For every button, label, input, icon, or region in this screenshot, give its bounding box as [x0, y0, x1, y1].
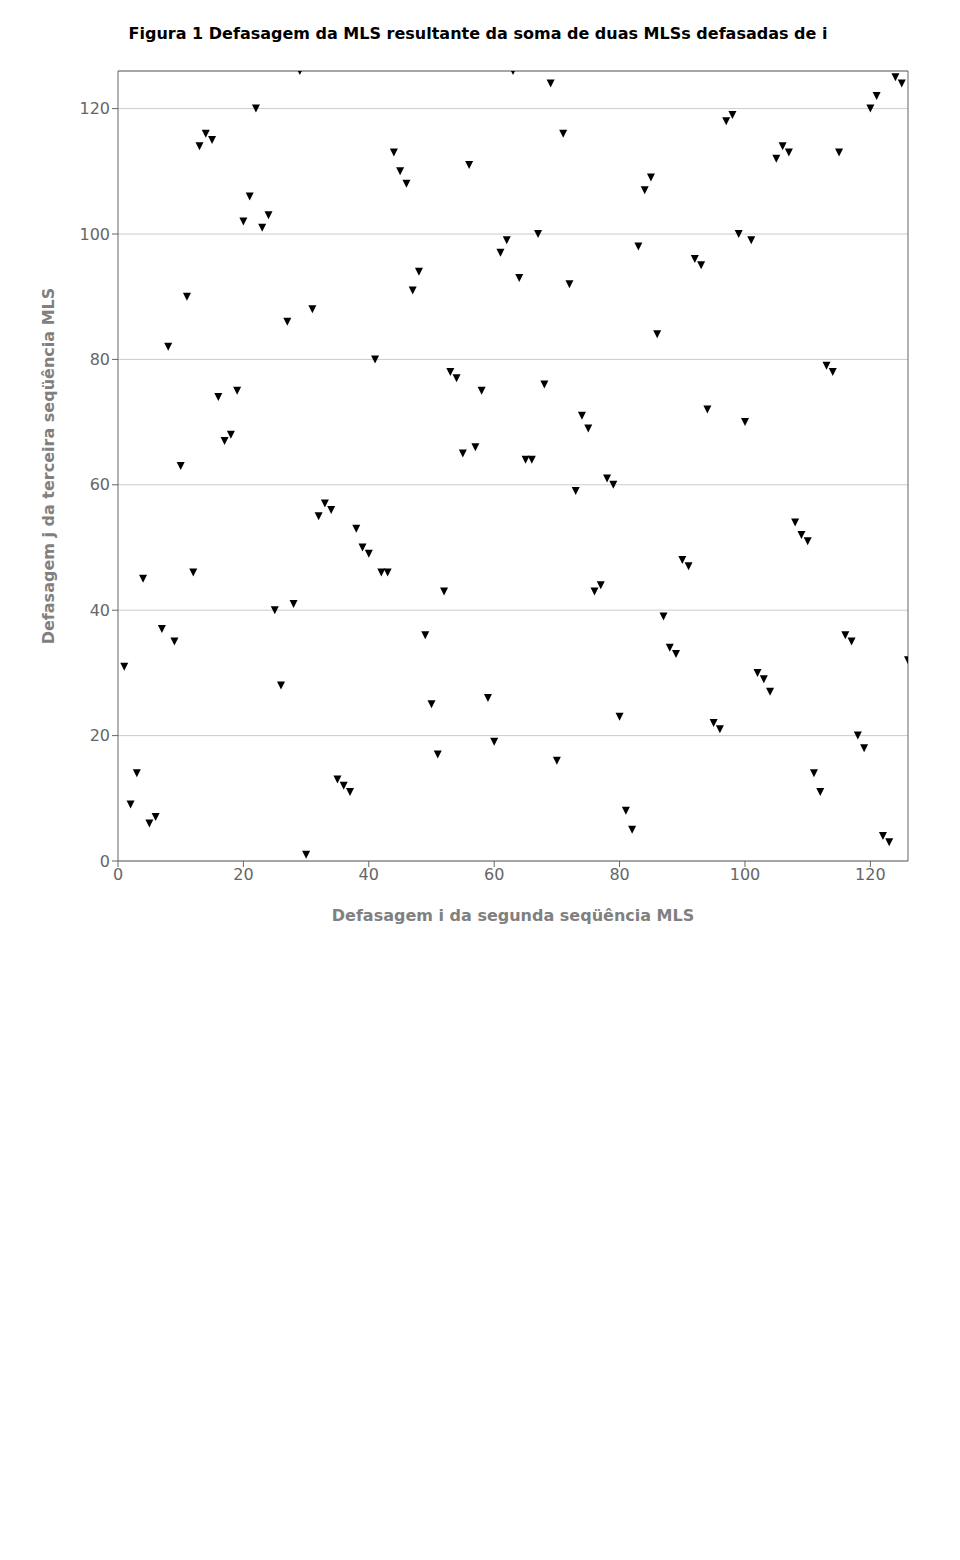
svg-text:60: 60 [484, 865, 504, 884]
svg-text:100: 100 [79, 225, 110, 244]
svg-text:20: 20 [233, 865, 253, 884]
svg-text:120: 120 [855, 865, 886, 884]
svg-text:60: 60 [90, 475, 110, 494]
svg-text:100: 100 [730, 865, 761, 884]
svg-text:20: 20 [90, 726, 110, 745]
svg-text:40: 40 [90, 601, 110, 620]
svg-text:0: 0 [113, 865, 123, 884]
svg-text:80: 80 [609, 865, 629, 884]
svg-text:Defasagem j da terceira seqüên: Defasagem j da terceira seqüência MLS [39, 288, 58, 645]
svg-text:120: 120 [79, 99, 110, 118]
svg-text:40: 40 [359, 865, 379, 884]
svg-text:Defasagem i da segunda seqüênc: Defasagem i da segunda seqüência MLS [332, 906, 695, 925]
svg-text:0: 0 [100, 852, 110, 871]
html-text:Figura 1 Defasagem da MLS resu: Figura 1 Defasagem da MLS resultante da … [128, 24, 828, 43]
svg-text:80: 80 [90, 350, 110, 369]
